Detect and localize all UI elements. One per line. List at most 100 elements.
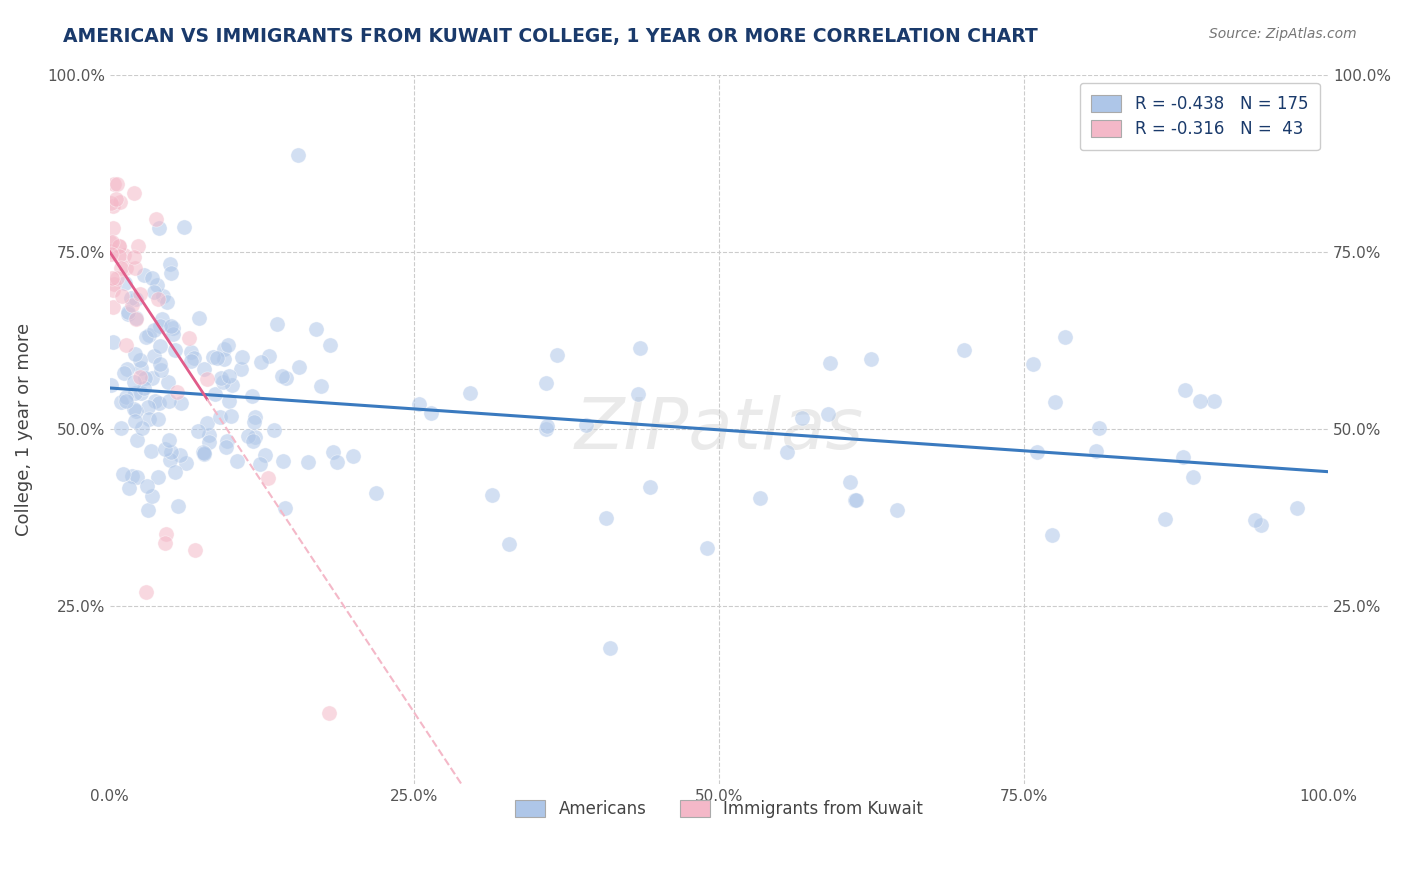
Point (169, 448, 191, 462)
Point (257, 471, 280, 485)
Point (153, 536, 176, 550)
Point (1174, 383, 1197, 397)
Point (129, 361, 152, 376)
Point (105, 177, 128, 191)
Point (118, 481, 141, 495)
Point (162, 326, 184, 341)
Point (103, 221, 125, 235)
Point (100, 270, 122, 285)
Point (226, 454, 249, 468)
Point (187, 425, 209, 439)
Point (125, 312, 148, 326)
Point (107, 239, 129, 253)
Point (193, 446, 215, 460)
Point (125, 292, 148, 306)
Point (132, 268, 155, 282)
Point (193, 447, 215, 461)
Point (117, 305, 139, 319)
Point (195, 417, 218, 431)
Point (696, 541, 718, 555)
Point (141, 370, 163, 384)
Point (124, 347, 146, 361)
Point (101, 334, 124, 349)
Point (110, 395, 132, 409)
Point (1250, 517, 1272, 532)
Point (953, 343, 976, 357)
Point (114, 390, 136, 404)
Point (342, 449, 364, 463)
Point (162, 321, 184, 335)
Point (1244, 513, 1267, 527)
Point (270, 368, 292, 383)
Point (122, 375, 145, 389)
Point (242, 415, 264, 429)
Point (242, 389, 264, 403)
Point (100, 377, 122, 392)
Point (141, 271, 163, 285)
Point (125, 404, 148, 418)
Point (120, 291, 142, 305)
Point (209, 370, 232, 384)
Point (159, 394, 181, 409)
Point (250, 355, 273, 369)
Point (131, 421, 153, 435)
Point (145, 211, 167, 226)
Point (1040, 528, 1063, 542)
Point (129, 370, 152, 384)
Point (148, 396, 170, 410)
Point (127, 470, 149, 484)
Point (142, 349, 165, 363)
Point (114, 276, 136, 290)
Point (218, 368, 240, 383)
Point (134, 371, 156, 385)
Point (149, 357, 172, 371)
Point (318, 706, 340, 720)
Point (536, 418, 558, 433)
Point (212, 376, 235, 390)
Point (364, 486, 387, 500)
Point (266, 317, 288, 331)
Point (143, 394, 166, 409)
Point (100, 196, 122, 211)
Point (217, 338, 239, 352)
Point (103, 178, 125, 192)
Point (150, 311, 173, 326)
Point (229, 362, 252, 376)
Point (271, 454, 294, 468)
Point (845, 492, 868, 507)
Point (1189, 394, 1212, 409)
Point (180, 354, 202, 368)
Point (198, 428, 221, 442)
Point (498, 537, 520, 551)
Text: ZIPatlas: ZIPatlas (575, 394, 863, 464)
Point (257, 349, 280, 363)
Point (110, 261, 132, 276)
Point (146, 470, 169, 484)
Point (136, 502, 159, 516)
Point (136, 401, 159, 415)
Point (105, 192, 128, 206)
Point (886, 503, 908, 517)
Point (134, 381, 156, 395)
Point (208, 409, 231, 424)
Point (844, 493, 866, 508)
Point (121, 298, 143, 312)
Point (249, 457, 271, 471)
Point (141, 489, 163, 503)
Point (105, 270, 128, 285)
Point (103, 199, 125, 213)
Point (122, 250, 145, 264)
Point (159, 256, 181, 270)
Point (408, 397, 430, 411)
Point (245, 430, 267, 444)
Point (1182, 470, 1205, 484)
Point (166, 384, 188, 399)
Point (1043, 394, 1066, 409)
Point (180, 345, 202, 359)
Point (322, 444, 344, 458)
Point (129, 353, 152, 368)
Point (627, 387, 650, 401)
Point (138, 412, 160, 426)
Point (100, 235, 122, 249)
Point (156, 295, 179, 310)
